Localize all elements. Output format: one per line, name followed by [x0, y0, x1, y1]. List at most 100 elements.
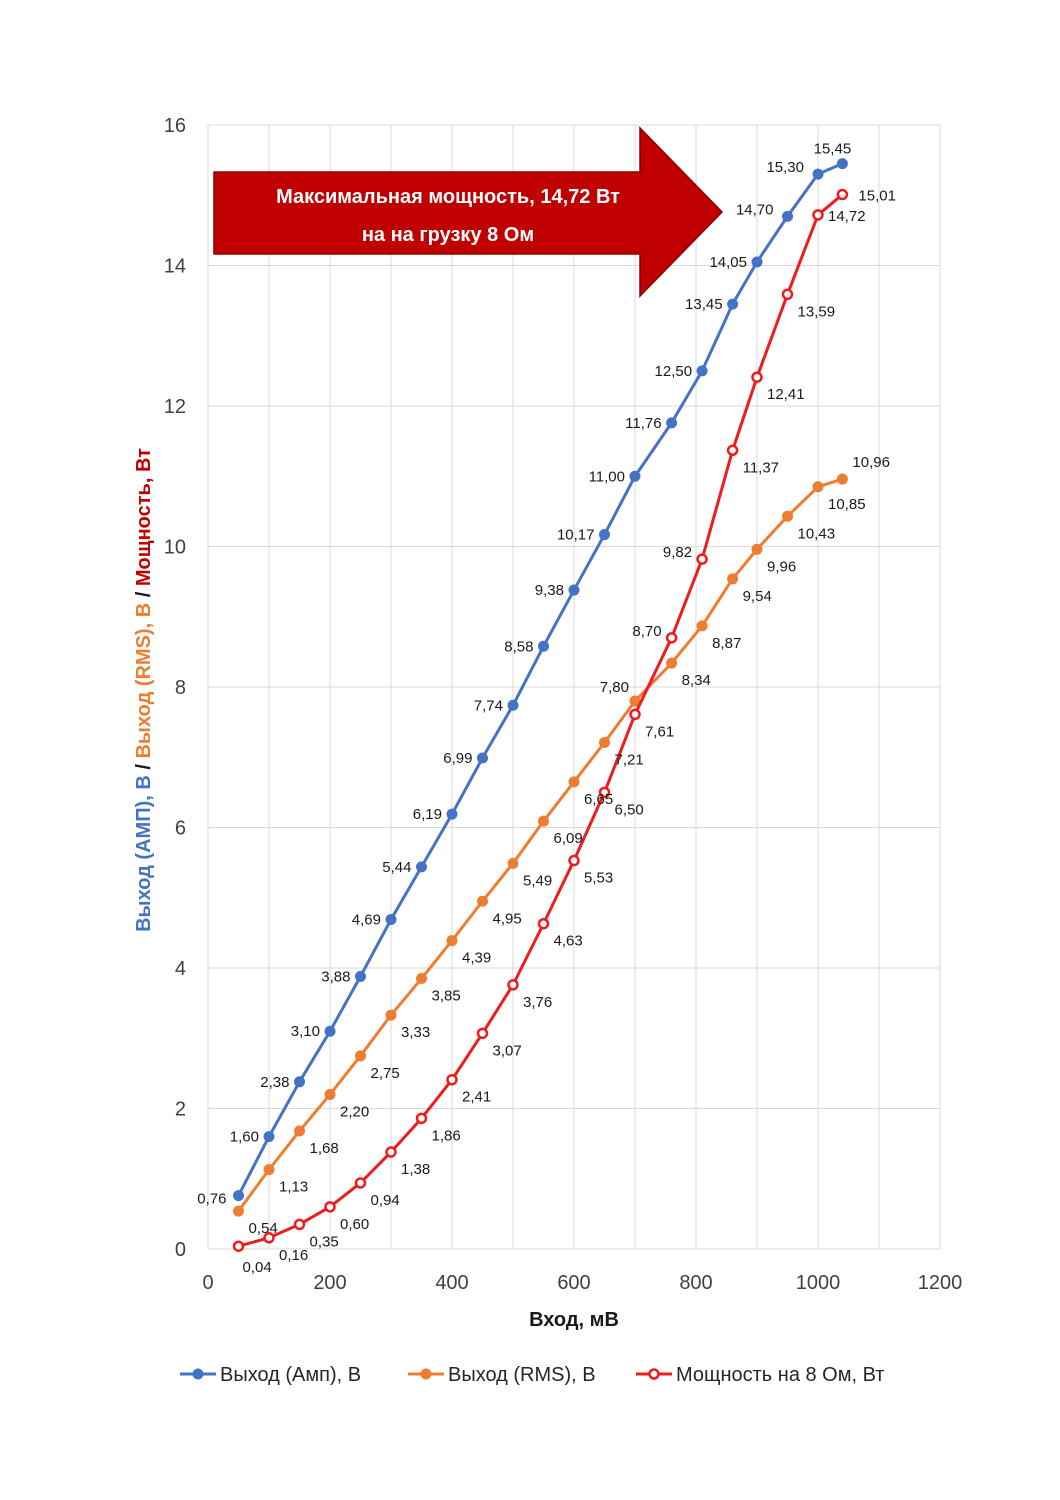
data-point [233, 1205, 244, 1217]
data-point [476, 1027, 489, 1040]
data-point [538, 815, 549, 827]
x-tick-label: 600 [557, 1272, 590, 1294]
data-point [836, 188, 849, 201]
data-point [666, 417, 678, 429]
data-point [446, 1073, 458, 1086]
data-point [293, 1218, 306, 1231]
data-point [568, 584, 580, 596]
y-tick-label: 6 [175, 818, 186, 840]
max-power-annotation: Максимальная мощность, 14,72 Вт на на гр… [213, 126, 724, 298]
data-label: 6,99 [443, 750, 472, 767]
data-label: 1,60 [230, 1129, 259, 1146]
data-point [727, 298, 739, 310]
data-label: 3,76 [523, 994, 552, 1011]
y-tick-label: 10 [164, 537, 186, 559]
data-label: 9,82 [663, 544, 692, 561]
y-axis-title-part-3: Выход (RMS), В [133, 603, 155, 759]
data-point [696, 553, 708, 565]
data-point [263, 1131, 275, 1143]
x-axis-title: Вход, мВ [529, 1309, 619, 1331]
data-label: 9,38 [535, 582, 564, 599]
data-label: 2,38 [260, 1074, 289, 1091]
data-point [294, 1076, 305, 1088]
data-point [568, 776, 580, 788]
legend: Выход (Амп), В Выход (RMS), В Мощность на … [180, 1364, 884, 1386]
data-label: 0,54 [249, 1220, 278, 1237]
data-point [666, 657, 678, 669]
data-point [782, 210, 793, 222]
data-point [354, 1177, 367, 1189]
data-point [781, 288, 794, 301]
data-label: 10,85 [828, 496, 866, 513]
data-point [294, 1125, 305, 1137]
data-point [385, 1009, 397, 1021]
data-label: 12,41 [767, 386, 805, 403]
data-label: 0,94 [371, 1192, 400, 1209]
data-label: 15,30 [766, 159, 804, 176]
data-point [538, 640, 549, 652]
x-tick-label: 200 [313, 1272, 346, 1294]
data-label: 8,70 [632, 623, 661, 640]
data-label: 9,96 [767, 558, 796, 575]
series-line [238, 193, 844, 1248]
data-label: 6,19 [413, 806, 442, 823]
data-label: 11,00 [589, 468, 625, 485]
series-layer [232, 158, 849, 1252]
data-point [812, 209, 824, 221]
data-label: 3,33 [401, 1024, 430, 1041]
data-point [727, 573, 739, 585]
data-point [324, 1201, 336, 1213]
data-label: 0,76 [197, 1191, 226, 1208]
data-label: 10,17 [557, 527, 595, 544]
data-point [696, 365, 708, 377]
data-label: 6,09 [554, 830, 583, 847]
data-label: 4,39 [462, 950, 491, 967]
data-label: 9,54 [743, 588, 772, 605]
data-point [599, 736, 610, 748]
data-label: 3,10 [291, 1023, 320, 1040]
data-point [696, 620, 708, 632]
data-label: 7,61 [645, 723, 674, 740]
x-tick-label: 0 [202, 1272, 213, 1294]
data-point [416, 861, 427, 873]
data-point [568, 854, 580, 867]
data-label: 4,69 [352, 912, 381, 929]
data-label: 4,95 [493, 910, 522, 927]
data-label: 7,21 [615, 751, 644, 768]
data-point [477, 752, 488, 764]
annotation-arrow [213, 126, 724, 298]
data-labels: 0,76 1,60 2,38 3,10 3,88 4,69 5,44 6,19 6,99 7,74… [197, 141, 896, 1277]
data-point [537, 917, 550, 930]
legend-item-3: Мощность на 8 Ом, Вт [636, 1364, 884, 1386]
data-point [324, 1025, 336, 1037]
data-label: 13,59 [798, 303, 836, 320]
data-label: 14,05 [709, 254, 747, 271]
data-label: 11,76 [625, 415, 661, 432]
data-point [751, 543, 763, 555]
y-axis-title-part-4: / [133, 586, 155, 603]
data-point [782, 510, 793, 522]
annotation-line-2: на на грузку 8 Ом [362, 224, 534, 246]
data-label: 0,16 [279, 1247, 308, 1264]
data-point [355, 970, 366, 982]
data-point [507, 979, 519, 991]
y-axis-ticks: 0 2 4 6 8 10 12 14 16 [164, 115, 186, 1261]
data-point [355, 1050, 366, 1062]
data-point [507, 699, 519, 711]
series-line [237, 162, 843, 1197]
data-label: 15,01 [858, 188, 896, 205]
y-tick-label: 14 [164, 256, 186, 278]
data-point [629, 470, 641, 482]
grid [207, 124, 941, 1250]
data-label: 6,65 [584, 791, 613, 808]
data-point [415, 1112, 428, 1125]
data-label: 8,87 [712, 635, 741, 652]
annotation-line-1: Максимальная мощность, 14,72 Вт [276, 186, 620, 208]
x-tick-label: 1200 [918, 1272, 963, 1294]
data-label: 1,38 [401, 1161, 430, 1178]
data-point [446, 935, 458, 947]
x-tick-label: 800 [679, 1272, 712, 1294]
y-axis-title: Выход (АМП), В / Выход (RMS), В / Мощнос… [133, 448, 155, 932]
data-point [665, 632, 678, 644]
series-1 [233, 158, 848, 1202]
